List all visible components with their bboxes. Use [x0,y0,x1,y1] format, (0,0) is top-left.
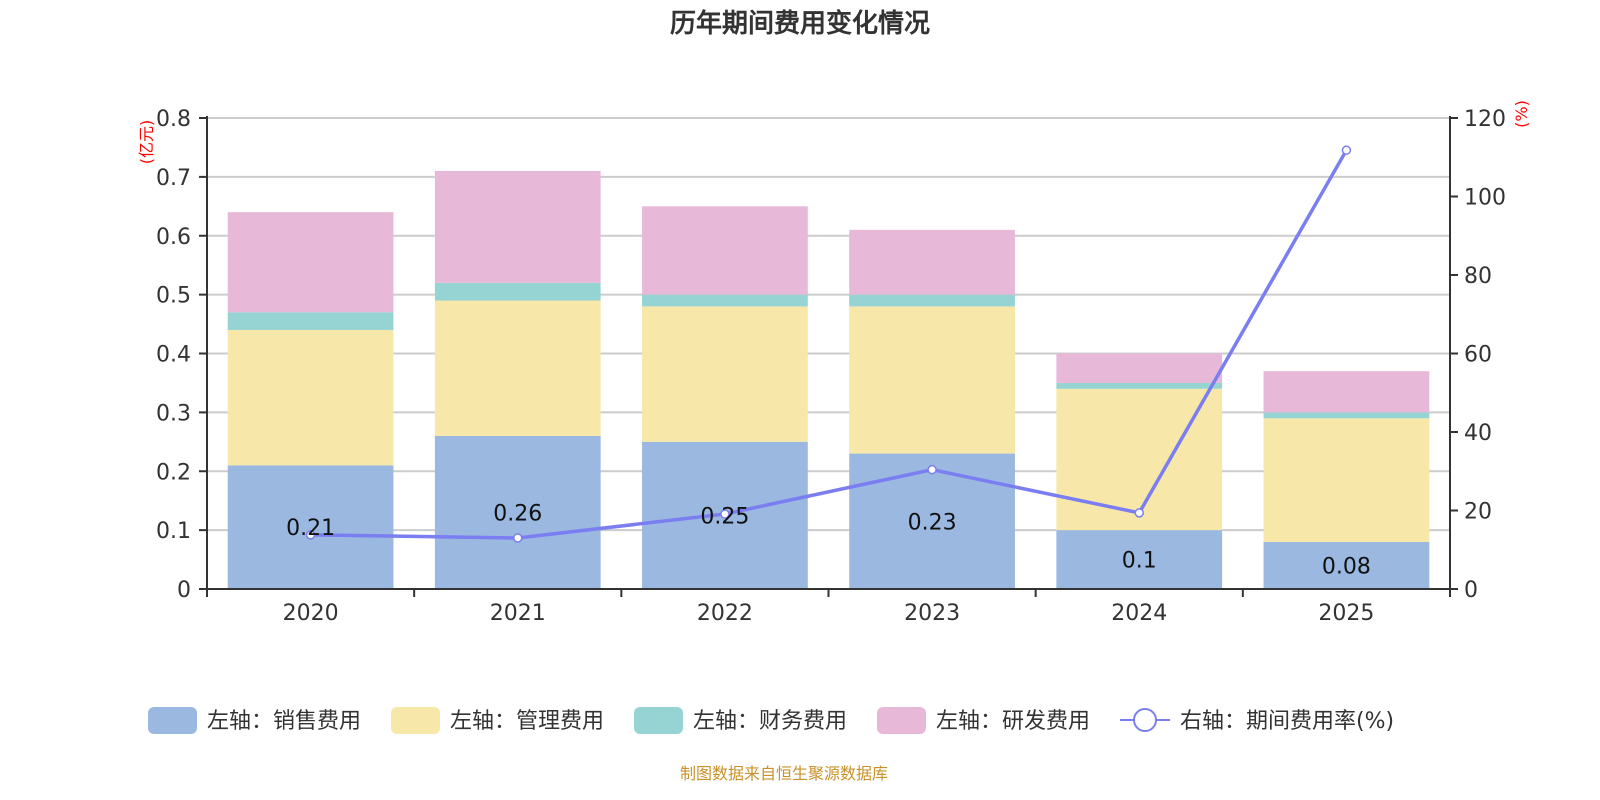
legend-swatch [391,707,440,734]
x-axis-tick-label: 2021 [490,601,546,626]
bar-segment [1263,541,1430,589]
rate-line-point [1341,145,1352,155]
rate-line [305,145,1352,543]
left-axis-tick-label: 0.7 [156,166,191,191]
bar-segment [227,312,394,330]
bar-data-label: 0.26 [493,501,542,526]
bar-segment [849,453,1015,589]
right-axis-tick-label: 80 [1464,264,1492,289]
left-axis-tick-label: 0.6 [156,225,191,250]
bar-segment [849,229,1015,295]
bar-segment [434,300,601,436]
left-axis-tick-label: 0.4 [156,343,191,368]
left-axis-tick-label: 0.1 [156,519,191,544]
x-axis-tick-label: 2024 [1111,601,1167,626]
legend: 左轴：销售费用 左轴：管理费用 左轴：财务费用 左轴：研发费用 右轴：期间费用率(%) [148,707,1394,734]
legend-swatch [877,707,926,734]
right-axis-tick-label: 60 [1464,343,1492,368]
rate-line-point [927,464,937,475]
bar-data-label: 0.25 [700,504,749,529]
bar-segment [642,206,808,295]
bar-segment [434,282,601,301]
bar-segment [1263,418,1430,542]
right-axis-tick-label: 40 [1464,421,1492,446]
bar-segment [849,294,1015,307]
bar-segment [849,306,1015,454]
axes: 0 0.1 0.2 0.3 0.4 0.5 0.6 0.7 0.8 0 20 40 60 80 100 120… [156,107,1506,626]
bar-data-label: 0.21 [286,516,335,541]
source-note: 制图数据来自恒生聚源数据库 [680,764,888,783]
bar-segment [1056,530,1223,589]
bar-data-label: 0.1 [1122,549,1157,574]
bar-segment [642,306,808,442]
legend-label: 左轴：财务费用 [693,709,847,734]
right-axis-tick-label: 120 [1464,107,1506,132]
rate-line-path [310,149,1348,540]
legend-swatch [148,707,197,734]
chart-title: 历年期间费用变化情况 [670,8,930,39]
bar-segment [1263,371,1430,413]
bar-data-label: 0.23 [908,510,957,535]
rate-line-point [1134,508,1144,518]
x-axis-tick-label: 2025 [1318,601,1374,626]
left-axis-tick-label: 0.3 [156,401,191,426]
bar-segment [434,170,601,283]
legend-label: 左轴：销售费用 [207,709,361,734]
bar-segment [1056,353,1223,383]
bar-segment [1056,388,1223,531]
rate-line-point [720,509,730,519]
bar-segment [227,465,394,589]
gridlines [207,117,1450,532]
left-axis-tick-label: 0 [177,578,191,603]
left-axis-tick-label: 0.8 [156,107,191,132]
legend-label: 左轴：研发费用 [936,709,1090,734]
left-axis-tick-label: 0.2 [156,460,191,485]
bar-segment [1263,412,1430,419]
legend-marker-icon [1133,708,1157,732]
bar-data-label: 0.08 [1322,554,1371,579]
right-axis-tick-label: 100 [1464,186,1506,211]
legend-label: 右轴：期间费用率(%) [1180,709,1394,734]
right-axis-unit: (%) [1512,100,1531,128]
right-axis-tick-label: 20 [1464,500,1492,525]
left-axis-tick-label: 0.5 [156,284,191,309]
bar-segment [434,435,601,589]
legend-label: 左轴：管理费用 [450,709,604,734]
legend-swatch [634,707,683,734]
data-labels: 0.21 0.26 0.25 0.23 0.1 0.08 [286,501,1371,579]
x-axis-tick-label: 2022 [697,601,753,626]
x-axis-tick-label: 2020 [283,601,339,626]
bars [227,170,1430,589]
right-axis-tick-label: 0 [1464,578,1478,603]
bar-segment [1056,382,1223,389]
rate-line-point [305,530,316,540]
left-axis-unit: (亿元) [137,120,156,165]
x-axis-tick-label: 2023 [904,601,960,626]
bar-segment [642,294,808,307]
bar-segment [227,212,394,313]
rate-line-point [513,533,523,543]
bar-segment [227,329,394,466]
